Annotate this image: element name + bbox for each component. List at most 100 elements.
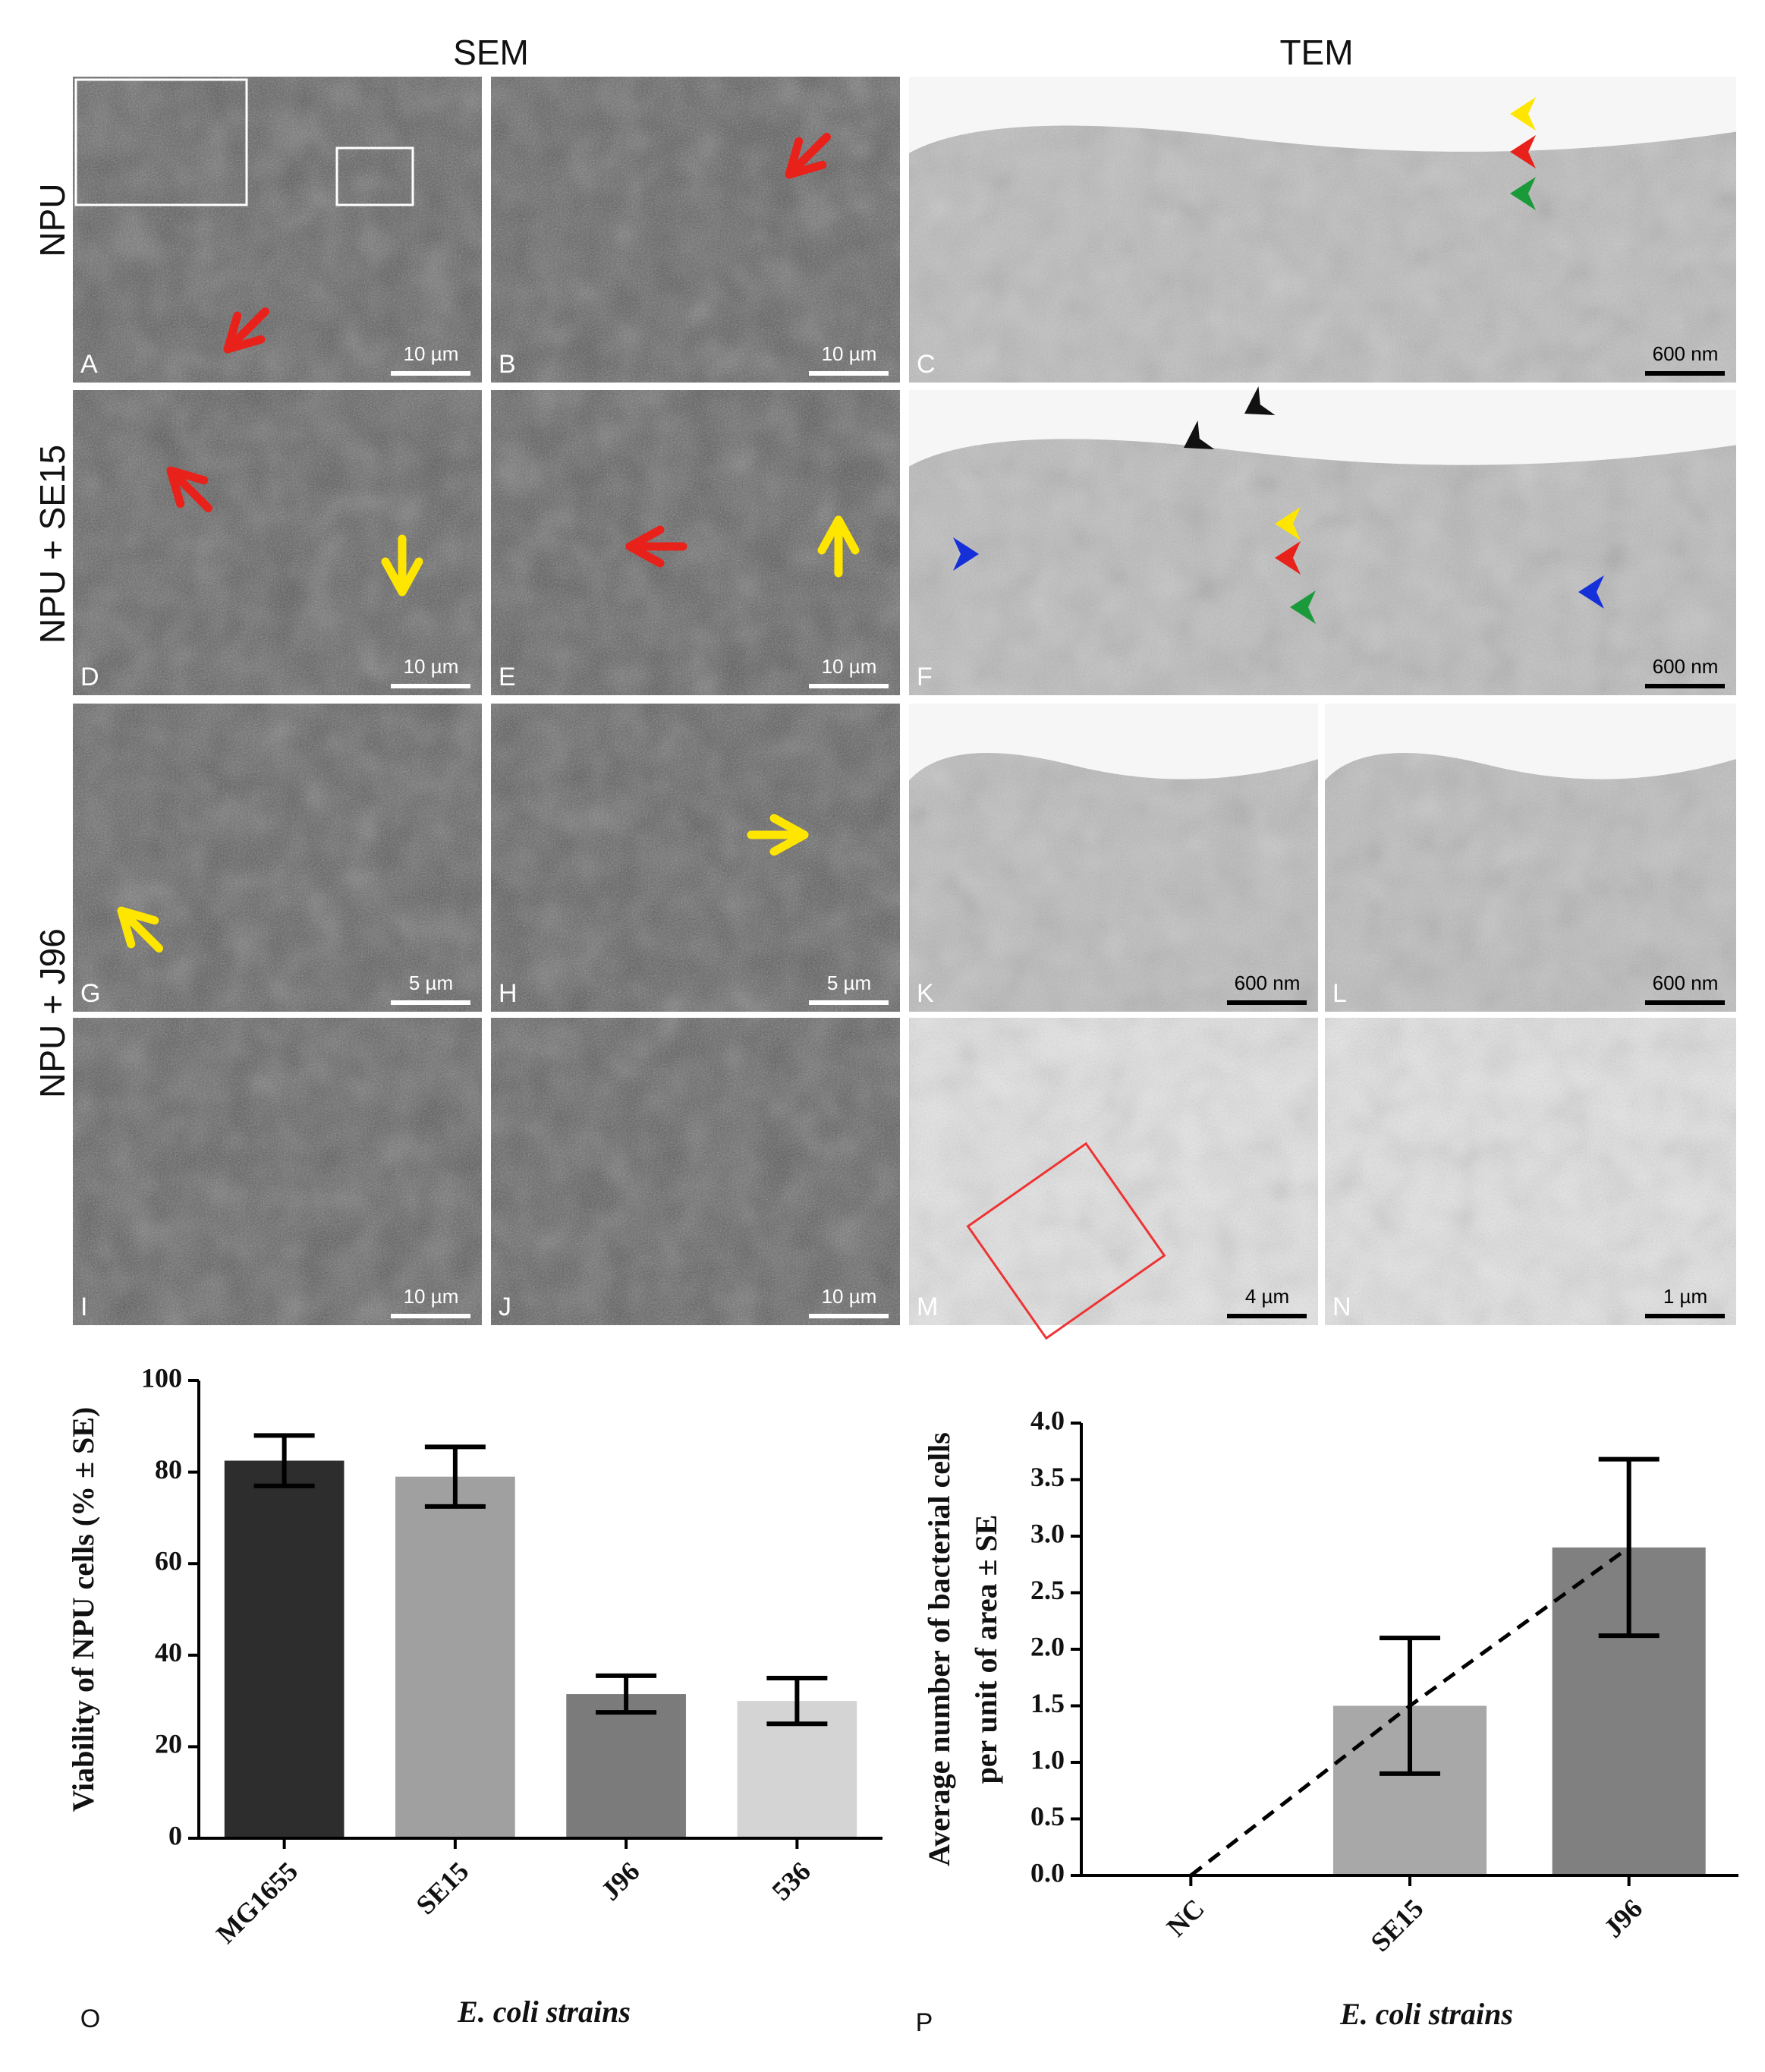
- micrograph-texture: [491, 390, 900, 695]
- y-tick-label: 3.5: [1030, 1462, 1065, 1492]
- scale-bar-label: 5 µm: [409, 971, 453, 994]
- x-axis-label: E. coli strains: [457, 1995, 631, 2029]
- arrowhead: [1510, 135, 1536, 168]
- y-tick-label: 0.0: [1030, 1857, 1065, 1888]
- error-bar-line: [253, 1433, 315, 1488]
- bar: [566, 1694, 686, 1838]
- arrow: [747, 814, 809, 856]
- y-tick-label: 60: [155, 1545, 182, 1576]
- error-bar-line: [766, 1675, 828, 1727]
- arrowhead: [1184, 420, 1215, 450]
- trend-line: [1189, 1545, 1631, 1877]
- y-tick-label: 1.5: [1030, 1688, 1065, 1718]
- scale-bar-label: 1 µm: [1663, 1285, 1707, 1308]
- y-tick-label: 100: [141, 1362, 182, 1393]
- arrowhead: [1510, 97, 1536, 131]
- arrowhead: [1578, 575, 1604, 609]
- lumen: [909, 77, 1736, 153]
- column-header: TEM: [1279, 33, 1353, 72]
- axes: [1080, 1423, 1738, 1877]
- y-tick-label: 2.0: [1030, 1631, 1065, 1661]
- micrograph-texture: [1325, 1018, 1736, 1325]
- y-tick-label: 2.5: [1030, 1575, 1065, 1605]
- x-tick-label: J96: [1598, 1893, 1648, 1943]
- panel-letter: D: [80, 663, 99, 691]
- scale-bar-label: 10 µm: [404, 342, 459, 365]
- arrow: [785, 133, 831, 179]
- x-tick-label: J96: [595, 1856, 645, 1906]
- arrow-shape: [223, 307, 269, 354]
- error-bar-line: [1598, 1456, 1660, 1639]
- panel-letter: P: [916, 2008, 933, 2037]
- error-bar: [424, 1444, 486, 1509]
- row-label: NPU: [33, 183, 72, 257]
- panel-letter: I: [80, 1293, 87, 1321]
- lumen: [1325, 704, 1736, 781]
- arrow: [625, 525, 687, 568]
- error-bar: [596, 1673, 657, 1715]
- panel-letter: O: [80, 2004, 100, 2033]
- lumen: [909, 704, 1318, 781]
- axes: [197, 1381, 883, 1840]
- row-label: NPU + J96: [33, 928, 72, 1098]
- scale-bar-label: 4 µm: [1245, 1285, 1289, 1308]
- arrow-shape: [381, 534, 423, 597]
- scale-bar-label: 5 µm: [827, 971, 871, 994]
- arrowhead: [1244, 386, 1276, 416]
- arrow-shape: [625, 525, 687, 568]
- panel-letter: H: [499, 979, 518, 1008]
- panel-letter: G: [80, 979, 100, 1008]
- y-axis-label: per unit of area ± SE: [969, 1515, 1003, 1784]
- error-bar: [1598, 1456, 1660, 1639]
- arrow-shape: [817, 515, 860, 578]
- panel-letter: M: [917, 1293, 938, 1321]
- scale-bar-label: 10 µm: [822, 655, 877, 678]
- x-tick-label: 536: [766, 1856, 816, 1906]
- y-tick-label: 3.0: [1030, 1518, 1065, 1548]
- column-header: SEM: [453, 33, 529, 72]
- x-axis-label: E. coli strains: [1339, 1997, 1513, 2031]
- y-tick-label: 0.5: [1030, 1801, 1065, 1831]
- x-tick-label: SE15: [1365, 1893, 1430, 1957]
- scale-bar-label: 10 µm: [404, 1285, 459, 1308]
- panel-letter: K: [917, 979, 934, 1008]
- arrowhead: [1275, 507, 1301, 540]
- scale-bar-label: 10 µm: [822, 1285, 877, 1308]
- panel-letter: N: [1332, 1293, 1351, 1321]
- error-bar: [253, 1433, 315, 1488]
- x-tick-label: MG1655: [210, 1856, 304, 1949]
- arrow: [817, 515, 860, 578]
- scale-bar-label: 600 nm: [1653, 971, 1719, 994]
- row-label: NPU + SE15: [33, 445, 72, 644]
- y-tick-label: 40: [155, 1637, 182, 1667]
- micrograph-texture: [73, 77, 482, 383]
- y-tick-label: 4.0: [1030, 1405, 1065, 1435]
- arrowhead: [953, 537, 979, 571]
- inset-box: [966, 1141, 1166, 1340]
- y-tick-label: 80: [155, 1454, 182, 1485]
- micrograph-texture: [73, 390, 482, 695]
- bar: [224, 1460, 345, 1838]
- arrow-shape: [117, 906, 163, 953]
- scale-bar-label: 600 nm: [1653, 342, 1719, 365]
- scale-bar-label: 600 nm: [1653, 655, 1719, 678]
- y-axis-label: Viability of NPU cells (% ± SE): [66, 1407, 100, 1812]
- micrograph-texture: [73, 704, 482, 1012]
- bar: [395, 1476, 515, 1838]
- panel-letter: C: [917, 350, 936, 379]
- y-axis-label: Average number of bacterial cells: [922, 1432, 956, 1866]
- micrograph-texture: [491, 1018, 900, 1325]
- panel-letter: J: [499, 1293, 511, 1321]
- error-bar-line: [424, 1444, 486, 1509]
- arrowhead: [1275, 541, 1301, 575]
- arrow: [223, 307, 269, 354]
- x-tick-label: NC: [1161, 1893, 1210, 1942]
- micrograph-texture: [491, 77, 900, 383]
- micrograph-texture: [73, 1018, 482, 1325]
- inset-box: [335, 146, 414, 206]
- y-tick-label: 1.0: [1030, 1744, 1065, 1774]
- micrograph-texture: [909, 1018, 1318, 1325]
- panel-letter: L: [1332, 979, 1347, 1008]
